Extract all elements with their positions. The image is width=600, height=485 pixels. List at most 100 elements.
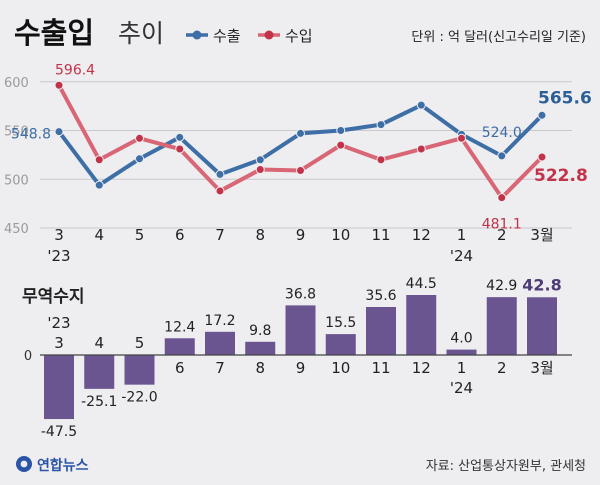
balance-x-label: 11	[371, 359, 390, 377]
line-value-label: 565.6	[538, 88, 592, 108]
balance-bar	[486, 297, 517, 355]
title-bold: 수출입	[14, 16, 94, 50]
balance-bar	[164, 338, 195, 355]
balance-year-label: '24	[450, 379, 473, 397]
balance-bar	[84, 355, 115, 389]
balance-bar	[325, 334, 356, 355]
balance-x-label: 10	[331, 359, 350, 377]
balance-value-label: 15.5	[325, 315, 356, 331]
export-point	[175, 132, 185, 142]
line-x-label: 6	[175, 226, 185, 244]
balance-x-label: 9	[296, 359, 306, 377]
legend-export-marker	[192, 30, 202, 40]
balance-x-label: 5	[135, 334, 145, 352]
line-x-label: 5	[135, 226, 145, 244]
unit-note: 단위 : 억 달러(신고수리일 기준)	[411, 30, 586, 45]
balance-value-labels: -47.5-25.1 -22.012.4 17.29.836.815.535.644…	[41, 275, 562, 440]
balance-x-label: 3월	[530, 359, 553, 377]
import-point	[497, 193, 507, 203]
line-value-label: 596.4	[55, 62, 95, 78]
line-x-label: 8	[255, 226, 265, 244]
import-point	[215, 186, 225, 196]
balance-year-label: '23	[47, 314, 70, 332]
logo-text: 연합뉴스	[37, 457, 89, 474]
export-point	[336, 126, 346, 135]
balance-value-label: 4.0	[450, 331, 472, 347]
balance-x-label: 12	[412, 359, 431, 377]
import-point	[537, 152, 547, 162]
balance-value-label: 17.2	[204, 313, 235, 329]
balance-value-label: -22.0	[121, 390, 157, 406]
balance-zero-label: 0	[24, 349, 32, 364]
line-chart-points	[54, 80, 547, 203]
export-point	[215, 169, 225, 179]
balance-value-label: 36.8	[285, 286, 316, 302]
line-value-label: 548.8	[11, 127, 51, 143]
legend-import-label: 수입	[285, 27, 313, 45]
import-point	[296, 165, 305, 175]
export-point	[537, 110, 547, 120]
line-year-label: '24	[450, 247, 473, 265]
y-tick-label: 450	[4, 222, 29, 237]
balance-x-label: 8	[255, 359, 265, 377]
import-line	[57, 83, 544, 200]
balance-bar	[44, 355, 74, 420]
balance-x-label: 3	[54, 334, 64, 352]
source-note: 자료: 산업통상자원부, 관세청	[426, 459, 586, 474]
balance-value-label: -47.5	[41, 424, 77, 440]
export-point	[376, 120, 386, 130]
balance-x-label: 6	[175, 359, 185, 377]
y-tick-label: 550	[4, 125, 29, 140]
line-x-label: 3월	[530, 226, 553, 244]
balance-x-label: 2	[497, 359, 507, 377]
line-x-label: 1	[457, 226, 467, 244]
y-tick-label: 600	[4, 76, 29, 91]
export-point	[54, 127, 64, 137]
balance-x-label: 4	[94, 334, 104, 352]
import-point	[376, 155, 386, 165]
balance-x-labels: 3 4 56 7 8 9 10 11 12 1 2 3월'23'24	[47, 314, 553, 397]
legend-import-marker	[264, 30, 274, 40]
line-x-label: 4	[94, 226, 104, 244]
balance-bar	[406, 295, 437, 355]
balance-value-label: 35.6	[365, 288, 396, 304]
title-light: 추이	[118, 19, 164, 48]
balance-value-label: -25.1	[81, 394, 117, 410]
export-point	[296, 128, 305, 138]
import-point	[94, 155, 104, 165]
import-point	[175, 144, 185, 154]
balance-bars	[44, 295, 557, 420]
line-value-label: 524.0	[482, 125, 522, 141]
balance-x-label: 7	[215, 359, 225, 377]
line-x-label: 7	[215, 226, 225, 244]
balance-title: 무역수지	[22, 287, 85, 307]
import-point	[336, 140, 346, 150]
line-x-label: 10	[331, 226, 350, 244]
balance-bar	[285, 305, 316, 355]
balance-value-label: 12.4	[164, 319, 195, 335]
balance-bar	[527, 297, 557, 355]
legend-export-label: 수출	[213, 27, 241, 45]
balance-bar	[245, 341, 276, 355]
balance-value-label: 44.5	[406, 276, 437, 292]
balance-value-label: 9.8	[249, 323, 271, 339]
export-point	[255, 155, 265, 165]
balance-value-label: 42.8	[522, 275, 561, 294]
line-value-label: 522.8	[534, 166, 588, 186]
balance-bar	[124, 355, 155, 385]
line-value-label: 481.1	[482, 217, 522, 233]
line-x-label: 11	[371, 226, 390, 244]
export-point	[94, 180, 104, 190]
import-point	[416, 144, 426, 154]
line-x-label: 9	[296, 226, 306, 244]
line-chart-series	[57, 83, 544, 200]
line-year-label: '23	[47, 247, 70, 265]
import-point	[135, 133, 144, 143]
balance-bar	[446, 349, 477, 355]
line-x-label: 12	[412, 226, 431, 244]
line-x-label: 2	[497, 226, 507, 244]
line-chart-x-labels: 3 4 5 6 7 8 9 10 11 12 1 2 3월'23'24	[47, 226, 553, 265]
line-chart-y-ticks: 450 500 550 600	[4, 76, 29, 237]
